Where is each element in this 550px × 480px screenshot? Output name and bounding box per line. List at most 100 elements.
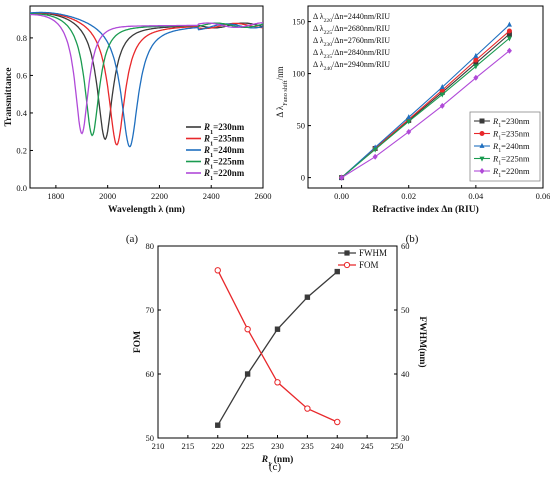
y-tick-label: 0.8 (16, 33, 27, 43)
x-tick-label: 2200 (151, 191, 168, 201)
sensitivity-annotation: Δ λ235/Δn=2840nm/RIU (313, 48, 390, 60)
y-axis-label-sub: Fano shift (282, 80, 289, 106)
annotation-pre: Δ λ (313, 24, 324, 33)
legend-suffix: =225nm (501, 154, 530, 164)
legend-subscript: 1 (498, 136, 501, 142)
data-point (372, 147, 378, 153)
annotation-pre: Δ λ (313, 48, 324, 57)
legend-label: FOM (359, 260, 379, 270)
annotation-sub: 225 (324, 30, 333, 36)
y-left-tick-label: 50 (146, 433, 155, 443)
series-line-225nm (30, 13, 264, 137)
data-point (439, 102, 445, 109)
series-line (341, 30, 510, 179)
legend-name: R (203, 134, 210, 144)
legend-suffix: =225nm (213, 157, 245, 167)
legend-name: R (492, 116, 499, 126)
legend-label: R1=225nm (203, 157, 245, 171)
data-point (473, 57, 479, 63)
plot-frame (157, 245, 398, 439)
legend-subscript: 1 (498, 173, 501, 179)
data-point-fwhm (215, 422, 221, 428)
x-tick-label: 2600 (255, 191, 272, 201)
x-axis-label-main: R (261, 455, 268, 465)
legend-subscript: 1 (498, 161, 501, 167)
legend-subscript: 1 (210, 140, 213, 147)
legend-name: R (203, 168, 210, 178)
y-right-tick-label: 50 (401, 305, 410, 315)
y-right-tick-label: 30 (401, 433, 410, 443)
annotation-pre: Δ λ (313, 60, 324, 69)
legend-name: R (203, 145, 210, 155)
data-point (506, 36, 512, 42)
legend-label: R1=220nm (492, 166, 530, 179)
y-tick-label: 0.4 (16, 108, 27, 118)
x-tick-label: 0.06 (536, 191, 550, 201)
y-axis-label: Transmittance (4, 68, 14, 127)
y-axis-label-unit: /nm (275, 66, 285, 80)
series-line (341, 37, 510, 179)
data-point (406, 114, 412, 120)
legend-suffix: =220nm (501, 166, 530, 176)
legend-marker (479, 131, 485, 136)
annotation-pre: Δ λ (313, 12, 324, 21)
x-axis-label-sub: 1 (268, 461, 271, 468)
legend-label: R1=230nm (492, 116, 530, 129)
data-point (506, 47, 512, 54)
annotation-pre: Δ λ (313, 36, 324, 45)
legend-name: R (492, 166, 499, 176)
chart-c: 210 215 220 225 230 235 240 245 250 50 60 70 80 30 40 5… (133, 241, 428, 468)
panel-label-a: (a) (126, 233, 139, 245)
legend-marker (479, 142, 485, 148)
legend-subscript: 1 (498, 148, 501, 154)
legend-name: R (203, 157, 210, 167)
data-point (506, 28, 512, 34)
legend-label: R1=240nm (492, 141, 530, 154)
legend-suffix: =240nm (213, 145, 245, 155)
x-axis-label: R1 (nm) (261, 454, 294, 468)
y-left-axis-label: FOM (133, 331, 143, 353)
x-axis-label: Wavelength λ (nm) (108, 204, 185, 215)
legend-suffix: =230nm (501, 116, 530, 126)
legend-marker (344, 250, 350, 256)
y-right-axis-label: FWHM(nm) (417, 316, 428, 367)
annotation-post: /Δn=2440nm/RIU (332, 12, 390, 21)
legend-subscript: 1 (210, 163, 213, 170)
data-point-fom (244, 326, 251, 333)
x-tick-label: 245 (361, 441, 374, 451)
data-point (439, 92, 445, 98)
data-point-fom (214, 267, 221, 274)
legend-subscript: 1 (210, 175, 213, 182)
legend-suffix: =230nm (213, 122, 245, 132)
y-left-tick-label: 80 (146, 241, 155, 251)
annotation-post: /Δn=2760nm/RIU (332, 36, 390, 45)
data-point-fom (304, 405, 311, 412)
series-line-fom (217, 270, 338, 423)
y-tick-label: 150 (292, 17, 305, 27)
legend-marker (343, 261, 351, 269)
data-point (506, 31, 512, 37)
x-tick-label: 210 (152, 441, 165, 451)
x-axis-label-unit: (nm) (271, 454, 293, 465)
x-tick-label: 215 (182, 441, 195, 451)
annotation-sub: 240 (324, 66, 333, 72)
data-point (506, 21, 512, 27)
legend-suffix: =235nm (501, 129, 530, 139)
series-line-220nm (30, 13, 263, 135)
y-tick-label: 0.0 (16, 183, 27, 193)
plot-frame (307, 5, 544, 189)
x-axis-label: Refractive index Δn (RIU) (372, 204, 478, 215)
sensitivity-annotation: Δ λ240/Δn=2940nm/RIU (313, 60, 390, 72)
y-tick-label: 100 (292, 69, 305, 79)
legend-marker (479, 156, 485, 162)
x-tick-label: 0.04 (468, 191, 484, 201)
annotation-post: /Δn=2840nm/RIU (332, 48, 390, 57)
y-tick-label: 0 (301, 173, 305, 183)
legend-suffix: =220nm (213, 168, 245, 178)
series-line-230nm (30, 12, 264, 141)
y-axis-label: Δ λFano shift/nm (275, 66, 289, 117)
data-point-fwhm (304, 294, 311, 300)
legend: FWHM FOM (338, 248, 387, 270)
annotation-sub: 220 (324, 18, 333, 24)
